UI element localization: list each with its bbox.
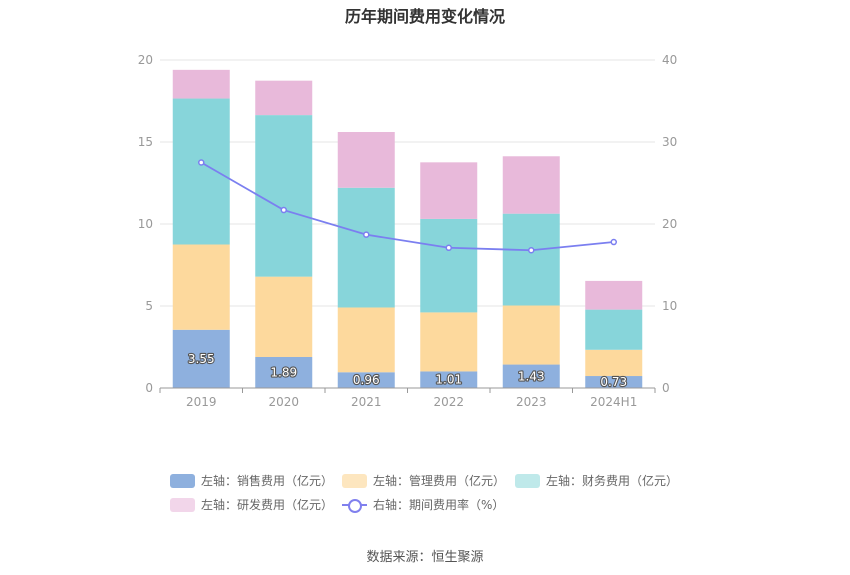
bar-segment — [502, 156, 560, 214]
y-right-tick-label: 40 — [662, 53, 677, 67]
y-left-tick-label: 0 — [145, 381, 153, 395]
legend-swatch — [515, 473, 540, 488]
bar-segment — [337, 131, 395, 188]
rate-point — [280, 206, 287, 214]
data-labels: 3.55 1.89 0.96 1.01 1.43 0.73 — [187, 351, 628, 390]
x-tick-label: 2024H1 — [590, 395, 637, 409]
bar-segment — [585, 280, 643, 310]
legend-label: 左轴：销售费用（亿元） — [201, 474, 334, 488]
x-tick-label: 2020 — [268, 395, 299, 409]
bar-segment — [172, 244, 230, 330]
bar-segment — [255, 115, 313, 277]
bar-segment — [585, 349, 643, 377]
data-label: 1.01 — [435, 373, 462, 387]
data-label: 0.96 — [353, 373, 380, 387]
bar-segment — [585, 309, 643, 350]
chart-title: 历年期间费用变化情况 — [344, 7, 505, 26]
legend-item-rate[interactable]: 右轴：期间费用率（%） — [342, 496, 504, 513]
rate-point — [528, 246, 535, 254]
x-tick-label: 2019 — [186, 395, 217, 409]
right-axis: 0 10 20 30 40 — [662, 53, 677, 395]
bar-segment — [337, 372, 395, 388]
bar-segment — [172, 69, 230, 99]
rate-point — [610, 238, 617, 246]
data-label: 1.43 — [518, 369, 545, 383]
data-label: 1.89 — [270, 366, 297, 380]
bar-segment — [255, 80, 313, 116]
legend-swatch — [170, 473, 195, 488]
gridlines — [160, 59, 655, 307]
data-label: 0.73 — [600, 375, 627, 389]
bars — [172, 69, 643, 388]
y-left-tick-label: 15 — [138, 135, 153, 149]
legend-label: 左轴：财务费用（亿元） — [546, 474, 679, 488]
x-tick-label: 2021 — [351, 395, 382, 409]
legend-label: 左轴：研发费用（亿元） — [201, 498, 334, 512]
data-label: 3.55 — [188, 352, 215, 366]
bar-segment — [172, 98, 230, 245]
bar-segment — [420, 312, 478, 372]
bar-segment — [337, 187, 395, 308]
rate-point — [445, 244, 452, 252]
bar-segment — [420, 218, 478, 313]
bar-segment — [502, 364, 560, 388]
bar-segment — [337, 307, 395, 373]
data-source: 数据来源：恒生聚源 — [366, 550, 484, 565]
legend-item-rd[interactable]: 左轴：研发费用（亿元） — [170, 496, 333, 513]
bar-segment — [420, 162, 478, 219]
legend-label: 左轴：管理费用（亿元） — [373, 474, 506, 488]
legend-item-admin[interactable]: 左轴：管理费用（亿元） — [342, 472, 505, 489]
left-axis: 0 5 10 15 20 — [138, 53, 153, 395]
bar-segment — [172, 329, 230, 388]
legend-item-finance[interactable]: 左轴：财务费用（亿元） — [515, 472, 678, 489]
bar-segment — [585, 376, 643, 388]
x-axis: 2019 2020 2021 2022 2023 2024H1 — [159, 387, 656, 409]
legend-item-sales[interactable]: 左轴：销售费用（亿元） — [170, 472, 333, 489]
y-right-tick-label: 0 — [662, 381, 670, 395]
legend-label: 右轴：期间费用率（%） — [373, 498, 505, 512]
y-right-tick-label: 20 — [662, 217, 677, 231]
y-right-tick-label: 30 — [662, 135, 677, 149]
y-left-tick-label: 20 — [138, 53, 153, 67]
y-left-tick-label: 10 — [138, 217, 153, 231]
y-right-tick-label: 10 — [662, 299, 677, 313]
y-left-tick-label: 5 — [145, 299, 153, 313]
bar-segment — [255, 276, 313, 358]
rate-point — [363, 231, 370, 238]
rate-point — [198, 159, 205, 166]
x-tick-label: 2022 — [433, 395, 464, 409]
legend-swatch — [170, 497, 195, 512]
legend-swatch — [342, 498, 367, 513]
bar-segment — [502, 213, 560, 306]
bar-segment — [420, 371, 478, 388]
bar-segment — [255, 357, 313, 388]
bar-segment — [502, 305, 560, 365]
legend-swatch — [342, 473, 367, 488]
x-tick-label: 2023 — [516, 395, 547, 409]
rate-line-path — [200, 161, 614, 252]
rate-line — [198, 159, 617, 254]
